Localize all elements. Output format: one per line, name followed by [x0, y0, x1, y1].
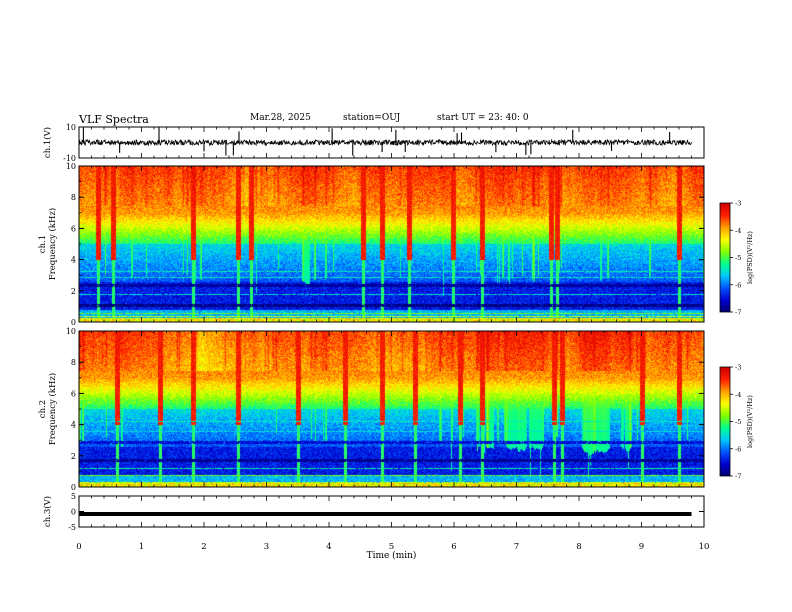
ch1-spectrogram-ytick-label: 6 — [71, 224, 76, 233]
xtick-label: 6 — [451, 542, 456, 552]
xaxis-label: Time (min) — [367, 550, 417, 561]
ch1-spectrogram-ytick-label: 10 — [66, 162, 76, 171]
colorbar-ch1-tick-label: -3 — [735, 200, 741, 208]
start-time-label: start UT = 23: 40: 0 — [437, 113, 529, 123]
ch2-spectrogram-ytick-label: 2 — [71, 452, 76, 461]
ch1-spectrogram-ytick-label: 8 — [71, 193, 76, 202]
colorbar-ch1-scale — [720, 203, 730, 312]
ch1-waveform-ytick-label: -10 — [63, 154, 76, 163]
xtick-label: 3 — [264, 542, 269, 552]
ch1-spectrogram-ytick-label: 4 — [71, 256, 76, 265]
colorbar-ch2-tick-label: -6 — [735, 445, 741, 453]
xtick-label: 1 — [139, 542, 144, 552]
ch2-spectrogram-ytick-label: 10 — [66, 327, 76, 336]
ch2-spectrogram-ylabel: Frequency (kHz) — [47, 373, 58, 445]
chart-title: VLF Spectra — [79, 113, 149, 126]
xtick-label: 9 — [639, 542, 644, 552]
colorbar-ch2-label: log(PSD)(V²/Hz) — [746, 395, 754, 448]
colorbar-ch1-label: log(PSD)(V²/Hz) — [746, 231, 754, 284]
ch3-waveform-ylabel: ch.3(V) — [42, 496, 53, 527]
xtick-label: 0 — [76, 542, 81, 552]
ch3-waveform-ytick-label: 0 — [71, 508, 76, 517]
xtick-label: 5 — [389, 542, 394, 552]
colorbar-ch1-tick-label: -5 — [735, 254, 741, 262]
ch2-spectrogram-ylabel: ch.2 — [38, 400, 48, 418]
waveform-ch1-trace — [78, 138, 692, 147]
xtick-label: 8 — [576, 542, 581, 552]
colorbar-ch2-scale — [720, 367, 730, 476]
ch1-spectrogram-ytick-label: 2 — [71, 287, 76, 296]
colorbar-ch2-tick-label: -4 — [735, 391, 741, 399]
ch1-spectrogram-ylabel: ch.1 — [38, 235, 48, 253]
date-label: Mar.28, 2025 — [250, 113, 311, 123]
ch3-waveform-ytick-label: 5 — [71, 492, 76, 501]
ch2-spectrogram-ytick-label: 4 — [71, 421, 76, 430]
colorbar-ch1-tick-label: -4 — [735, 227, 741, 235]
ch1-waveform-ylabel: ch.1(V) — [42, 127, 53, 158]
station-label: station=OUJ — [343, 113, 401, 123]
colorbar-ch2-tick-label: -7 — [735, 473, 741, 481]
colorbar-ch2-tick-label: -3 — [735, 364, 741, 372]
ch1-spectrogram-ytick-label: 0 — [71, 318, 76, 327]
xtick-label: 2 — [201, 542, 206, 552]
xtick-label: 4 — [326, 542, 331, 552]
ch2-spectrogram-ytick-label: 8 — [71, 358, 76, 367]
xtick-label: 7 — [514, 542, 519, 552]
ch1-spectrogram-ylabel: Frequency (kHz) — [47, 208, 58, 280]
xtick-label: 10 — [699, 542, 710, 552]
ch2-spectrogram-ytick-label: 6 — [71, 389, 76, 398]
ch1-waveform-ytick-label: 10 — [66, 123, 76, 132]
spectrogram-ch1-image — [79, 166, 704, 322]
spectrogram-ch2-image — [79, 331, 704, 487]
colorbar-ch2-tick-label: -5 — [735, 418, 741, 426]
colorbar-ch1-tick-label: -7 — [735, 309, 741, 317]
ch3-waveform-ytick-label: -5 — [68, 523, 76, 532]
ch2-spectrogram-ytick-label: 0 — [71, 483, 76, 492]
colorbar-ch1-tick-label: -6 — [735, 281, 741, 289]
